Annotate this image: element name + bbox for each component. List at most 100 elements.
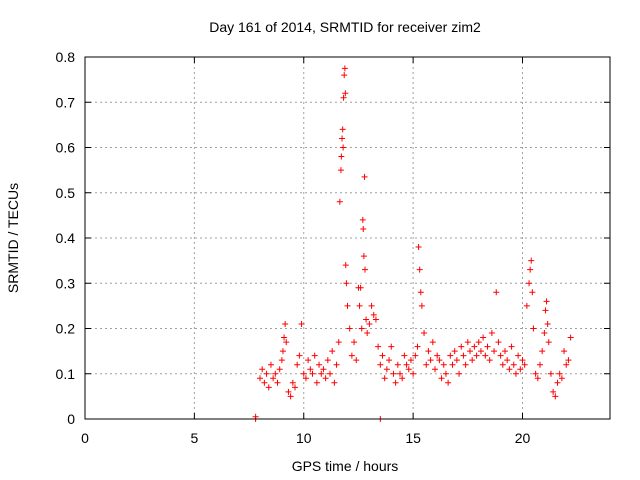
- data-point: [410, 370, 417, 377]
- data-point: [550, 388, 557, 395]
- data-point: [370, 311, 377, 318]
- y-axis-label: SRMTID / TECUs: [5, 183, 21, 293]
- data-point: [432, 366, 438, 373]
- data-point: [547, 370, 554, 377]
- data-point: [359, 216, 366, 223]
- y-tick-label: 0.2: [56, 321, 76, 337]
- data-point: [272, 370, 279, 377]
- data-point: [451, 348, 458, 355]
- data-point: [285, 388, 292, 395]
- data-point: [416, 266, 423, 273]
- data-point: [335, 339, 342, 346]
- data-point: [279, 348, 286, 355]
- data-point: [527, 266, 534, 273]
- x-tick-label: 10: [296, 430, 312, 446]
- data-point: [440, 361, 447, 368]
- y-tick-label: 0.1: [56, 366, 76, 382]
- data-point: [523, 302, 530, 309]
- data-point: [302, 375, 309, 382]
- data-point: [390, 370, 397, 377]
- data-point: [300, 370, 307, 377]
- data-point: [401, 352, 408, 359]
- data-point: [423, 361, 430, 368]
- data-point: [491, 348, 498, 355]
- y-tick-label: 0.5: [56, 185, 76, 201]
- data-point: [322, 375, 329, 382]
- data-point: [372, 316, 379, 323]
- data-point: [438, 375, 445, 382]
- data-point: [329, 348, 336, 355]
- data-point: [338, 153, 345, 160]
- y-tick-label: 0.7: [56, 94, 76, 110]
- data-point: [360, 253, 367, 260]
- data-point: [394, 361, 401, 368]
- data-point: [545, 339, 552, 346]
- data-point: [292, 384, 298, 391]
- data-point: [360, 225, 367, 232]
- data-point: [270, 375, 277, 382]
- data-point: [499, 361, 506, 368]
- data-point: [368, 302, 375, 309]
- data-point: [405, 366, 412, 373]
- data-point: [340, 94, 347, 101]
- data-point: [534, 375, 541, 382]
- x-tick-label: 0: [81, 430, 89, 446]
- data-point: [336, 198, 343, 205]
- data-point: [327, 370, 333, 377]
- axis-ticks: 0 0.1 0.2 0.3 0.4 0.5 0.6 0.7 0.8 0 5 10 15 20: [56, 49, 610, 446]
- data-point: [462, 361, 469, 368]
- data-point: [418, 302, 425, 309]
- data-point: [311, 352, 318, 359]
- data-point: [528, 257, 535, 264]
- data-point: [473, 352, 480, 359]
- data-point: [386, 357, 393, 364]
- data-point: [484, 343, 491, 350]
- data-point: [364, 330, 371, 337]
- y-tick-label: 0.8: [56, 49, 76, 65]
- data-point: [342, 262, 349, 269]
- data-point: [267, 361, 274, 368]
- data-point: [362, 266, 368, 273]
- data-point: [351, 339, 358, 346]
- x-tick-label: 20: [515, 430, 531, 446]
- data-point: [403, 361, 410, 368]
- data-point: [556, 370, 563, 377]
- data-point: [529, 289, 536, 296]
- data-point: [298, 320, 305, 327]
- data-point: [289, 379, 296, 386]
- data-point: [392, 379, 399, 386]
- data-point: [539, 348, 546, 355]
- data-point: [467, 348, 473, 355]
- data-point: [348, 352, 355, 359]
- data-point: [324, 357, 331, 364]
- data-point: [381, 375, 388, 382]
- data-point: [296, 352, 303, 359]
- data-point: [417, 289, 424, 296]
- data-point: [497, 352, 504, 359]
- data-point: [506, 366, 513, 373]
- x-tick-label: 5: [190, 430, 198, 446]
- data-point: [309, 370, 316, 377]
- data-point: [356, 302, 363, 309]
- data-point: [259, 366, 266, 373]
- data-point: [399, 375, 406, 382]
- data-point: [544, 320, 551, 327]
- data-point: [475, 339, 482, 346]
- data-point: [563, 361, 570, 368]
- data-point: [281, 334, 288, 341]
- data-point: [353, 357, 360, 364]
- data-point: [458, 343, 465, 350]
- data-point: [344, 302, 351, 309]
- data-point: [313, 379, 320, 386]
- data-point: [320, 366, 327, 373]
- data-point: [274, 379, 281, 386]
- data-point: [421, 330, 428, 337]
- data-point: [379, 352, 386, 359]
- data-point: [305, 357, 312, 364]
- y-tick-label: 0: [67, 411, 75, 427]
- data-point: [436, 357, 443, 364]
- data-point: [504, 357, 511, 364]
- data-point: [561, 348, 568, 355]
- data-point: [357, 284, 364, 291]
- y-tick-label: 0.4: [56, 230, 76, 246]
